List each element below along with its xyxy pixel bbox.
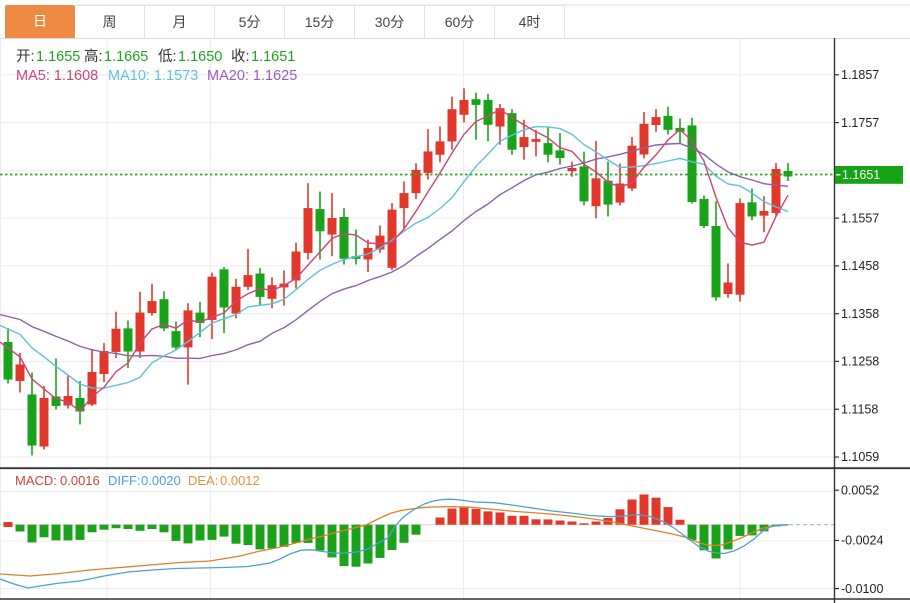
svg-text:1.1158: 1.1158 (841, 402, 878, 416)
svg-text:MA10: 1.1573: MA10: 1.1573 (108, 68, 198, 84)
svg-text:DEA:: DEA: (188, 473, 218, 488)
svg-text:1.1665: 1.1665 (104, 49, 148, 65)
svg-text:1.1059: 1.1059 (841, 450, 879, 464)
svg-text:MA5: 1.1608: MA5: 1.1608 (16, 68, 98, 84)
svg-text:0.0020: 0.0020 (141, 473, 181, 488)
svg-text:1.1651: 1.1651 (842, 168, 880, 182)
svg-text:1.1557: 1.1557 (841, 211, 879, 225)
svg-text:开:: 开: (16, 49, 35, 65)
svg-text:1.1655: 1.1655 (36, 49, 80, 65)
svg-text:-0.0024: -0.0024 (841, 534, 883, 548)
svg-text:低:: 低: (158, 48, 177, 65)
svg-text:收:: 收: (231, 48, 250, 65)
svg-text:MACD:: MACD: (15, 473, 57, 488)
svg-text:0.0016: 0.0016 (60, 473, 100, 488)
svg-text:1.1258: 1.1258 (841, 355, 879, 369)
svg-text:高:: 高: (84, 48, 103, 65)
svg-text:0.0052: 0.0052 (841, 483, 879, 497)
svg-text:1.1757: 1.1757 (841, 116, 879, 130)
svg-text:-0.0100: -0.0100 (841, 582, 883, 596)
svg-text:1.1857: 1.1857 (841, 68, 879, 82)
svg-text:0.0012: 0.0012 (220, 473, 260, 488)
svg-text:MA20: 1.1625: MA20: 1.1625 (207, 68, 297, 84)
svg-text:1.1650: 1.1650 (178, 49, 222, 65)
svg-text:DIFF:: DIFF: (108, 473, 141, 488)
svg-text:1.1651: 1.1651 (251, 49, 295, 65)
svg-text:1.1458: 1.1458 (841, 259, 879, 273)
svg-text:1.1358: 1.1358 (841, 307, 879, 321)
